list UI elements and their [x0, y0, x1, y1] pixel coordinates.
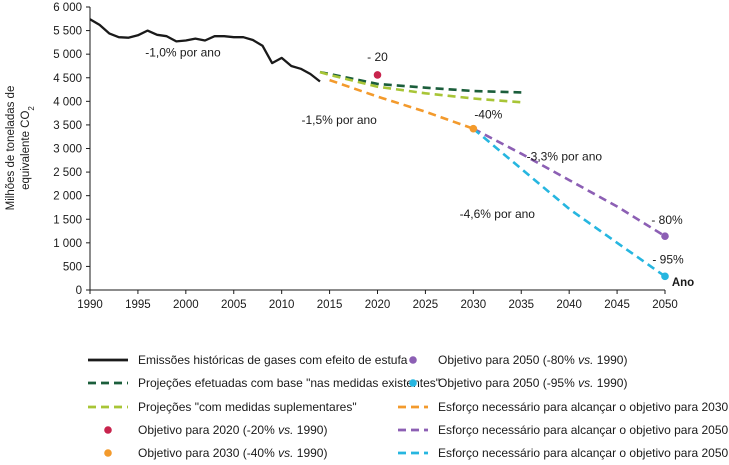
legend-label: Projeções efetuadas com base "nas medida…	[138, 376, 440, 390]
target-label-target2050_80: - 80%	[651, 213, 683, 227]
legend-swatch-dot	[104, 426, 112, 434]
y-axis-label-line1: Milhões de toneladas de	[5, 86, 17, 211]
x-tick-label: 2035	[508, 299, 534, 311]
legend-label: Emissões históricas de gases com efeito …	[138, 353, 408, 367]
legend-item-effort2050_80: Esforço necessário para alcançar o objet…	[398, 423, 729, 437]
y-axis-label-line2-main: equivalente CO	[20, 111, 32, 190]
legend-item-target2030: Objetivo para 2030 (-40% vs. 1990)	[104, 446, 327, 460]
x-tick-label: 1995	[125, 299, 151, 311]
rate-annotation: -3,3% por ano	[527, 149, 603, 163]
legend-item-target2050_80: Objetivo para 2050 (-80% vs. 1990)	[409, 353, 627, 367]
legend-group: Emissões históricas de gases com efeito …	[88, 353, 729, 460]
legend-label-pre: Objetivo para 2050 (-95%	[438, 376, 578, 390]
legend-swatch-dot	[104, 449, 112, 457]
annotations-group: -1,0% por ano -1,5% por ano -3,3% por ano -…	[145, 46, 602, 221]
legend-label-em: vs.	[578, 376, 593, 390]
legend-item-effort2030: Esforço necessário para alcançar o objet…	[398, 400, 729, 414]
target-label-target2050_95: - 95%	[652, 252, 684, 266]
legend-label: Objetivo para 2020 (-20% vs. 1990)	[138, 423, 327, 437]
x-tick-label: 1990	[77, 299, 103, 311]
legend-label-post: 1990)	[593, 353, 627, 367]
y-axis-label-subscript: 2	[27, 106, 36, 111]
y-tick-label: 3 000	[53, 144, 82, 156]
legend-label: Esforço necessário para alcançar o objet…	[438, 400, 729, 414]
y-axis-label: Milhões de toneladas de equivalente CO2	[5, 86, 36, 211]
legend-label: Objetivo para 2050 (-95% vs. 1990)	[438, 376, 627, 390]
x-tick-label: 2040	[556, 299, 582, 311]
rate-annotation: -4,6% por ano	[460, 207, 536, 221]
x-tick-label: 2015	[317, 299, 343, 311]
x-axis-label: Ano	[672, 277, 694, 289]
legend-label-pre: Objetivo para 2020 (-20%	[138, 423, 278, 437]
y-tick-label: 500	[63, 261, 82, 273]
legend-item-historical: Emissões históricas de gases com efeito …	[88, 353, 408, 367]
y-tick-label: 1 500	[53, 214, 82, 226]
legend-item-target2050_95: Objetivo para 2050 (-95% vs. 1990)	[409, 376, 627, 390]
legend-swatch-dot	[409, 356, 417, 364]
legend-label-em: vs.	[278, 423, 293, 437]
target-point-target2050_95	[661, 272, 669, 281]
legend-swatch-dot	[409, 379, 417, 387]
y-tick-label: 4 500	[53, 73, 82, 85]
legend-label-em: vs.	[278, 446, 293, 460]
points-group: - 20 -40% - 80% - 95%	[367, 50, 684, 281]
y-tick-label: 5 500	[53, 26, 82, 38]
target-label-target2030: -40%	[474, 108, 502, 122]
x-tick-label: 2005	[221, 299, 247, 311]
series-line-historical	[89, 18, 321, 83]
legend-item-wem: Projeções efetuadas com base "nas medida…	[88, 376, 440, 390]
x-tick-label: 2010	[269, 299, 295, 311]
legend-label: Objetivo para 2050 (-80% vs. 1990)	[438, 353, 627, 367]
target-point-target2050_80	[661, 232, 669, 241]
legend-item-effort2050_95: Esforço necessário para alcançar o objet…	[398, 446, 729, 460]
series-group	[89, 18, 666, 278]
series-line-wam	[319, 70, 522, 104]
y-tick-label: 6 000	[53, 2, 82, 14]
legend-label: Projeções "com medidas suplementares"	[138, 400, 357, 414]
axes-group: 0 500 1 000 1 500 2 000 2 500 3 000 3 500 4 000 4…	[5, 2, 694, 311]
y-tick-label: 3 500	[53, 120, 82, 132]
y-axis-label-line2: equivalente CO2	[20, 106, 36, 190]
y-tick-label: 5 000	[53, 49, 82, 61]
legend-label: Esforço necessário para alcançar o objet…	[438, 423, 729, 437]
legend-label-pre: Objetivo para 2030 (-40%	[138, 446, 278, 460]
rate-annotation: -1,5% por ano	[301, 113, 377, 127]
legend-label-post: 1990)	[593, 376, 627, 390]
legend-label: Esforço necessário para alcançar o objet…	[438, 446, 729, 460]
series-line-wem	[319, 70, 522, 94]
y-tick-label: 2 500	[53, 167, 82, 179]
legend-label-em: vs.	[578, 353, 593, 367]
y-tick-label: 1 000	[53, 238, 82, 250]
series-line-effort2050_95	[472, 127, 666, 278]
x-tick-label: 2025	[413, 299, 439, 311]
x-tick-label: 2020	[365, 299, 391, 311]
y-tick-label: 2 000	[53, 191, 82, 203]
y-tick-label: 0	[76, 285, 82, 297]
target-point-target2030	[469, 124, 478, 133]
x-tick-label: 2050	[652, 299, 678, 311]
x-tick-label: 2030	[461, 299, 487, 311]
target-point-target2020	[373, 71, 382, 79]
legend-label: Objetivo para 2030 (-40% vs. 1990)	[138, 446, 327, 460]
legend-label-post: 1990)	[293, 423, 327, 437]
legend-label-pre: Objetivo para 2050 (-80%	[438, 353, 578, 367]
legend-item-target2020: Objetivo para 2020 (-20% vs. 1990)	[104, 423, 327, 437]
legend-label-post: 1990)	[293, 446, 327, 460]
x-tick-label: 2000	[173, 299, 199, 311]
x-tick-label: 2045	[604, 299, 630, 311]
rate-annotation: -1,0% por ano	[145, 46, 221, 60]
y-tick-label: 4 000	[53, 96, 82, 108]
target-label-target2020: - 20	[367, 50, 388, 64]
legend-item-wam: Projeções "com medidas suplementares"	[88, 400, 357, 414]
series-line-effort2050_80	[472, 127, 666, 238]
